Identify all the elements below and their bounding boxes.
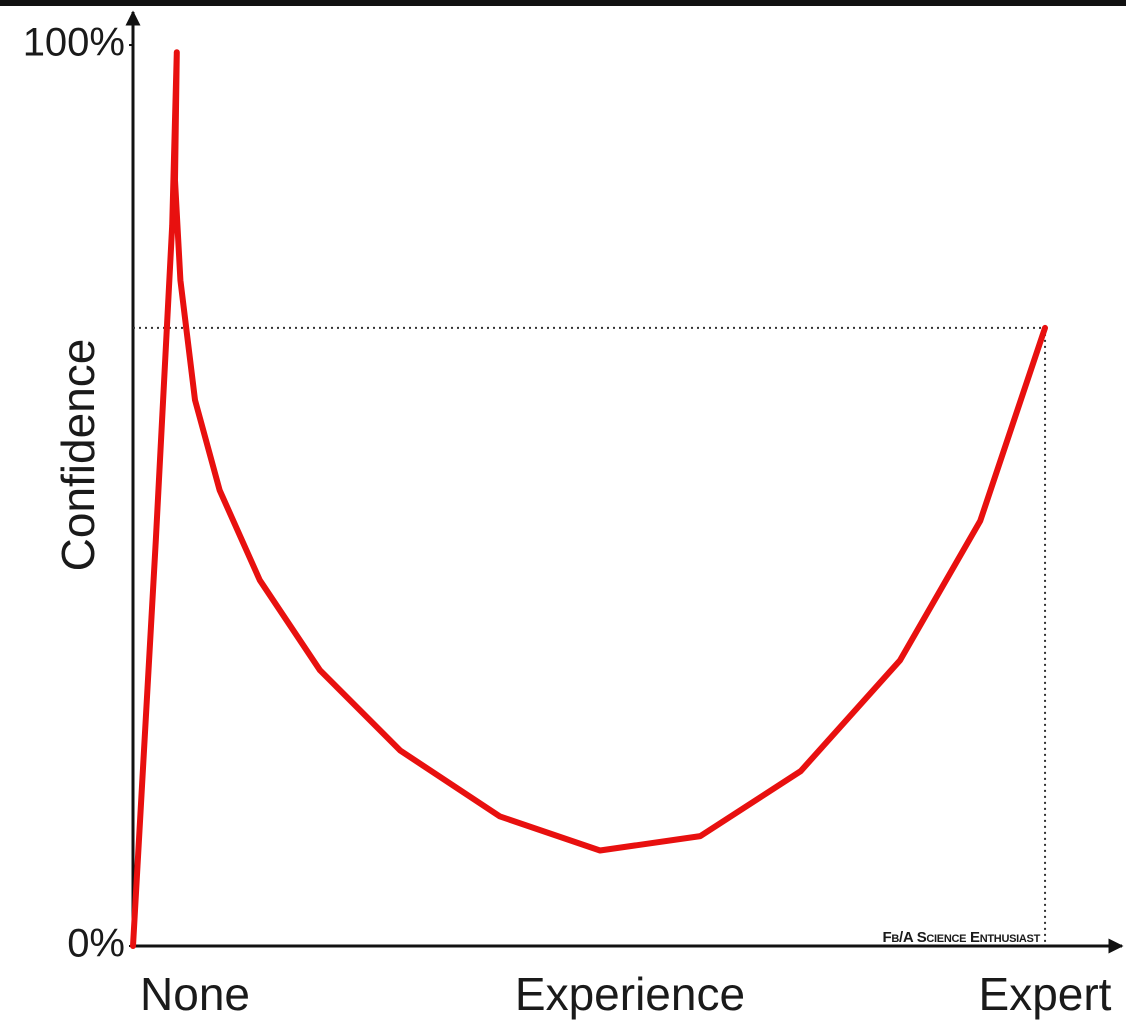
x-start-label: None [140,968,250,1020]
x-axis-label: Experience [515,968,745,1020]
y-tick-label: 0% [67,922,125,966]
y-axis-label: Confidence [52,339,104,572]
x-end-label: Expert [979,968,1112,1020]
line [130,49,1048,949]
y-tick-label: 100% [23,21,125,65]
watermark: Fb/A Science Enthusiast [882,929,1040,946]
top-bar [0,0,1126,6]
